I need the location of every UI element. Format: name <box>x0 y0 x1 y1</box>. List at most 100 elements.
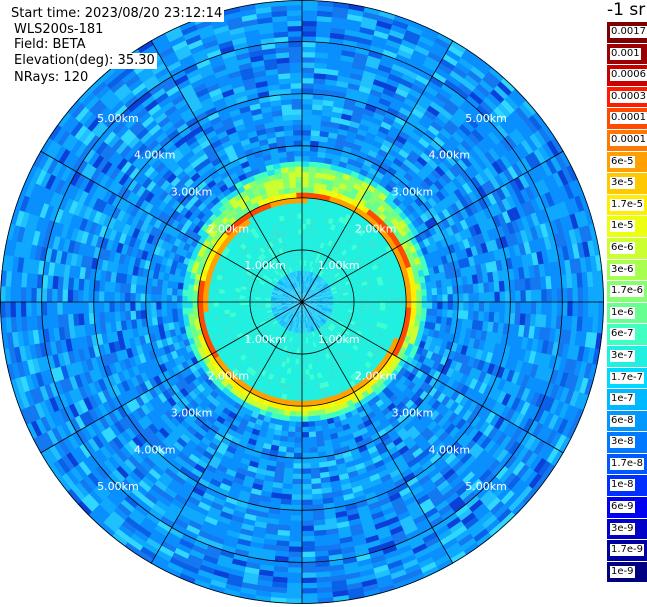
heatmap-cell <box>150 158 163 171</box>
heatmap-cell <box>268 235 275 242</box>
heatmap-cell <box>87 77 104 93</box>
heatmap-cell <box>555 273 563 289</box>
heatmap-cell <box>224 11 242 21</box>
heatmap-cell <box>366 196 376 206</box>
heatmap-cell <box>146 139 160 152</box>
heatmap-cell <box>36 315 44 331</box>
heatmap-cell <box>68 186 80 202</box>
heatmap-cell <box>187 258 196 267</box>
heatmap-cell <box>187 350 196 360</box>
heatmap-cell <box>299 260 302 266</box>
heatmap-cell <box>104 476 119 491</box>
heatmap-cell <box>322 199 330 207</box>
heatmap-cell <box>259 101 272 109</box>
heatmap-cell <box>359 118 372 128</box>
heatmap-cell <box>220 50 236 60</box>
heatmap-cell <box>488 281 495 293</box>
heatmap-cell <box>489 291 495 302</box>
heatmap-cell <box>280 302 287 305</box>
heatmap-cell <box>206 394 216 404</box>
heatmap-cell <box>455 210 465 222</box>
heatmap-cell <box>230 80 245 90</box>
heatmap-cell <box>372 281 379 287</box>
heatmap-cell <box>520 138 534 155</box>
heatmap-cell <box>307 271 311 277</box>
heatmap-cell <box>246 328 253 334</box>
heatmap-cell <box>137 91 153 105</box>
heatmap-cell <box>137 418 149 431</box>
heatmap-cell <box>230 316 237 322</box>
heatmap-cell <box>160 51 177 64</box>
heatmap-cell <box>178 54 194 66</box>
heatmap-cell <box>225 16 243 26</box>
heatmap-cell <box>229 256 237 264</box>
heatmap-cell <box>306 213 312 220</box>
heatmap-cell <box>354 177 364 187</box>
heatmap-cell <box>131 227 141 240</box>
heatmap-cell <box>287 285 293 291</box>
heatmap-cell <box>189 195 199 205</box>
heatmap-cell <box>175 334 184 343</box>
heatmap-cell <box>456 142 469 156</box>
heatmap-cell <box>153 375 163 386</box>
heatmap-cell <box>335 251 342 258</box>
heatmap-cell <box>223 162 234 172</box>
heatmap-cell <box>154 445 167 458</box>
heatmap-cell <box>445 277 453 287</box>
heatmap-cell <box>189 324 197 333</box>
heatmap-cell <box>534 223 544 239</box>
heatmap-cell <box>331 218 339 226</box>
heatmap-cell <box>313 240 319 247</box>
heatmap-cell <box>481 74 498 90</box>
heatmap-cell <box>82 384 93 399</box>
heatmap-cell <box>214 263 222 271</box>
heatmap-cell <box>357 288 365 294</box>
heatmap-cell <box>208 306 214 313</box>
heatmap-cell <box>297 291 301 298</box>
heatmap-cell <box>415 206 425 217</box>
heatmap-cell <box>307 192 314 199</box>
heatmap-cell <box>49 382 60 399</box>
heatmap-cell <box>297 228 302 235</box>
heatmap-cell <box>294 255 298 261</box>
heatmap-cell <box>303 265 306 271</box>
heatmap-cell <box>306 298 313 301</box>
heatmap-cell <box>507 91 523 107</box>
heatmap-cell <box>191 185 201 196</box>
heatmap-cell <box>348 264 355 271</box>
heatmap-cell <box>103 442 117 457</box>
heatmap-cell <box>256 273 263 279</box>
heatmap-cell <box>39 218 50 235</box>
heatmap-cell <box>25 287 32 303</box>
heatmap-cell <box>46 302 53 317</box>
heatmap-cell <box>112 436 125 451</box>
heatmap-cell <box>60 166 73 183</box>
heatmap-cell <box>32 329 40 346</box>
heatmap-cell <box>255 265 262 272</box>
heatmap-cell <box>157 271 165 281</box>
heatmap-cell <box>277 310 284 315</box>
heatmap-cell <box>468 111 483 126</box>
heatmap-cell <box>524 153 537 170</box>
heatmap-cell <box>435 32 454 45</box>
heatmap-cell <box>286 203 293 210</box>
heatmap-cell <box>549 155 563 172</box>
heatmap-cell <box>47 328 56 343</box>
heatmap-cell <box>119 128 133 143</box>
heatmap-cell <box>120 273 128 285</box>
heatmap-cell <box>322 299 329 301</box>
heatmap-cell <box>395 296 402 302</box>
heatmap-cell <box>250 311 257 316</box>
heatmap-cell <box>279 93 292 101</box>
heatmap-cell <box>224 285 231 291</box>
heatmap-cell <box>419 222 429 232</box>
heatmap-cell <box>67 350 76 365</box>
heatmap-cell <box>210 92 224 103</box>
heatmap-cell <box>321 110 333 117</box>
heatmap-cell <box>246 338 254 345</box>
heatmap-cell <box>374 257 382 265</box>
heatmap-cell <box>157 392 168 404</box>
heatmap-cell <box>353 138 364 147</box>
heatmap-cell <box>294 265 298 272</box>
heatmap-cell <box>258 318 265 324</box>
